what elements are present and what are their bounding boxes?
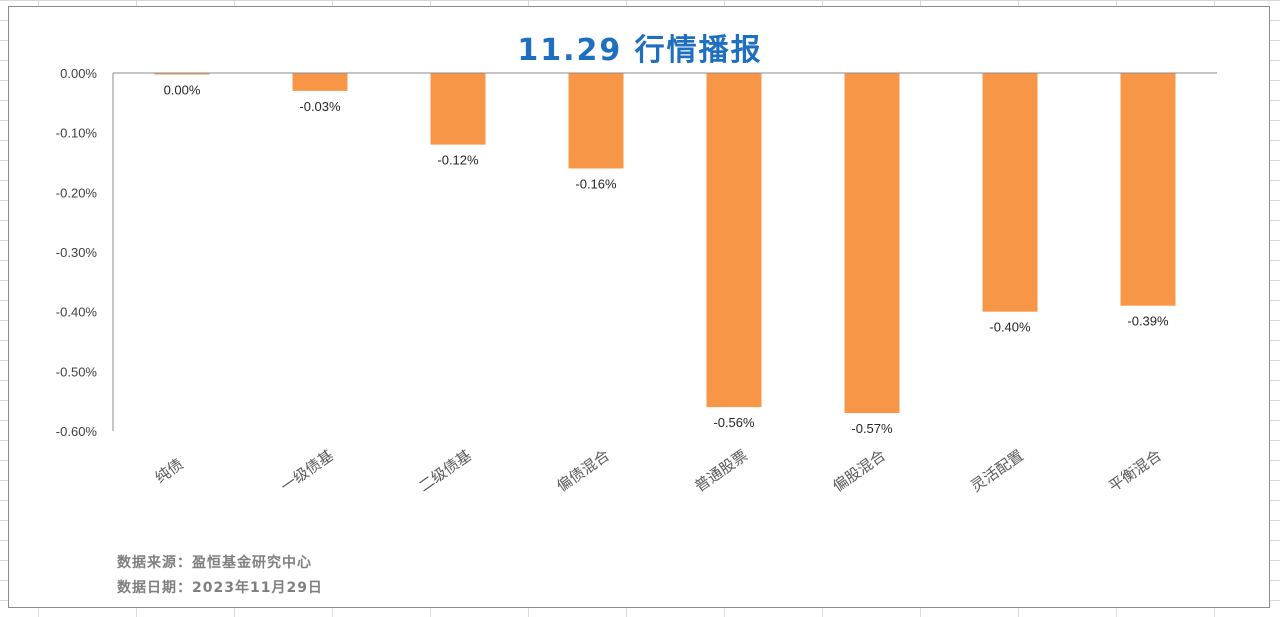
category-label: 平衡混合 <box>1105 446 1164 495</box>
category-label: 二级债基 <box>415 446 474 495</box>
category-label: 偏股混合 <box>829 446 888 495</box>
category-label: 纯债 <box>152 455 187 487</box>
y-tick-label: -0.40% <box>56 305 98 320</box>
data-date-note: 数据日期：2023年11月29日 <box>117 580 323 596</box>
data-label: 0.00% <box>164 83 201 98</box>
bar-chart: 0.00% -0.10% -0.20% -0.30% -0.40% -0.50% -0.60… <box>56 66 1217 495</box>
bar <box>844 73 900 414</box>
chart-title: 11.29 行情播报 <box>517 33 763 68</box>
y-tick-label: 0.00% <box>60 66 97 81</box>
bar <box>982 73 1038 312</box>
data-label: -0.40% <box>989 320 1031 335</box>
data-label: -0.16% <box>575 176 617 191</box>
category-label: 一级债基 <box>277 446 336 495</box>
y-tick-label: -0.50% <box>56 364 98 379</box>
bar <box>706 73 762 408</box>
data-label: -0.57% <box>851 421 893 436</box>
y-tick-label: -0.20% <box>56 185 98 200</box>
bar <box>292 73 348 91</box>
bar <box>1120 73 1176 306</box>
data-label: -0.56% <box>713 415 755 430</box>
bar <box>430 73 486 145</box>
data-source-note: 数据来源：盈恒基金研究中心 <box>117 555 312 571</box>
bar <box>154 73 210 75</box>
data-label: -0.39% <box>1127 314 1169 329</box>
data-label: -0.03% <box>299 99 341 114</box>
chart-area[interactable]: 11.29 行情播报 0.00% -0.10% -0.20% -0.30% -0.40%… <box>8 6 1270 608</box>
category-label: 普通股票 <box>691 446 750 495</box>
category-label: 灵活配置 <box>967 446 1026 495</box>
bar <box>568 73 624 169</box>
y-tick-label: -0.60% <box>56 424 98 439</box>
data-label: -0.12% <box>437 153 479 168</box>
y-tick-label: -0.30% <box>56 245 98 260</box>
y-tick-label: -0.10% <box>56 126 98 141</box>
category-label: 偏债混合 <box>553 446 612 495</box>
